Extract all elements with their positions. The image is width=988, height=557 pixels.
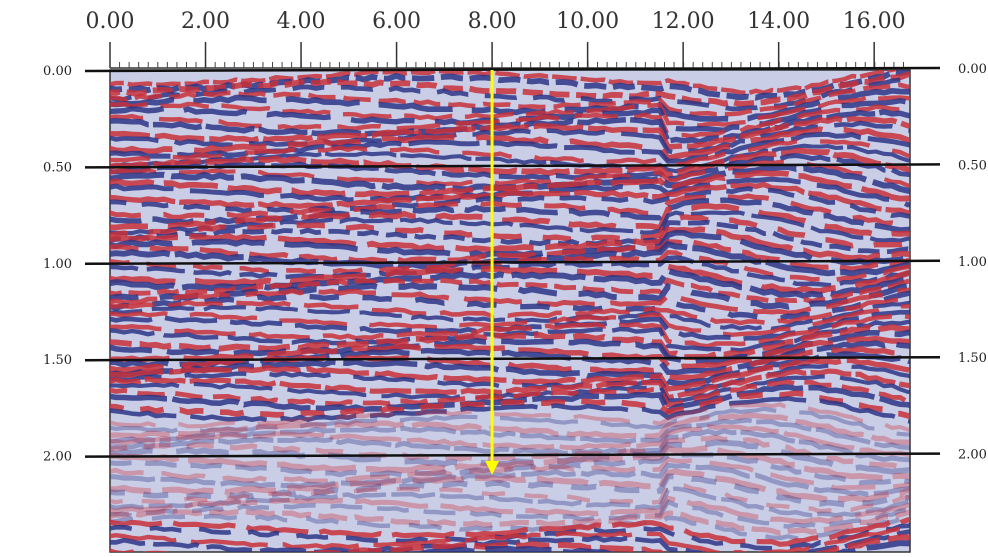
x-tick-label: 8.00: [468, 9, 517, 34]
radar-band: [110, 379, 910, 408]
radar-band: [110, 445, 910, 481]
radar-band: [110, 390, 910, 420]
x-tick-label: 14.00: [747, 9, 810, 34]
radar-band: [110, 170, 910, 202]
y-tick-label-right: 2.00: [958, 448, 987, 463]
radar-band: [110, 115, 910, 150]
radar-band: [110, 277, 910, 304]
radar-band: [110, 417, 910, 451]
x-tick-label: 16.00: [843, 9, 906, 34]
radar-band: [110, 468, 910, 504]
radar-band: [110, 287, 910, 316]
grid-line: [84, 163, 941, 169]
radar-band: [110, 368, 910, 401]
radar-band: [110, 402, 910, 433]
radar-band: [370, 540, 910, 552]
radar-band: [110, 71, 910, 108]
radar-band: [110, 267, 910, 299]
radar-band: [110, 94, 910, 128]
arrow-head: [485, 460, 500, 475]
x-tick-label: 6.00: [372, 9, 421, 34]
radar-band: [110, 104, 910, 139]
y-tick-label: 0.50: [43, 160, 72, 175]
radar-band: [110, 214, 910, 249]
radar-band: [110, 529, 910, 552]
radar-band: [110, 509, 910, 536]
radar-band: [110, 137, 910, 169]
radar-band: [110, 486, 910, 518]
radar-band: [110, 439, 910, 475]
radar-band: [110, 303, 910, 337]
radar-band: [110, 226, 910, 262]
grid-line: [84, 66, 941, 73]
radar-band: [110, 153, 910, 182]
radar-band: [110, 423, 910, 457]
radar-band: [110, 374, 910, 403]
radar-band: [110, 255, 910, 288]
radar-band: [110, 517, 910, 547]
x-tick-label: 4.00: [277, 9, 326, 34]
radar-band: [110, 295, 910, 327]
radar-band: [110, 462, 910, 497]
radar-band: [110, 192, 910, 228]
x-tick-label: 10.00: [556, 9, 619, 34]
radar-band: [110, 452, 910, 486]
radar-band: [110, 70, 910, 101]
radar-band: [110, 159, 910, 188]
y-tick-label-right: 0.50: [958, 158, 987, 173]
radar-band: [110, 482, 910, 514]
radar-band: [110, 210, 910, 243]
radar-band: [110, 396, 910, 424]
radar-band: [110, 319, 910, 353]
y-tick-label: 1.00: [43, 257, 72, 272]
radar-band: [110, 324, 910, 361]
radar-band: [110, 202, 910, 238]
x-tick-label: 2.00: [181, 9, 230, 34]
radar-band: [110, 126, 910, 162]
radar-band: [110, 240, 910, 277]
radar-band: [110, 239, 910, 272]
radar-band: [110, 186, 910, 219]
radar-band: [110, 406, 910, 437]
y-tick-label-right: 0.00: [958, 62, 987, 77]
y-tick-label-right: 1.50: [958, 351, 987, 366]
radar-band: [110, 428, 910, 463]
radar-band: [110, 513, 910, 541]
grid-line: [84, 452, 941, 458]
y-tick-label: 2.00: [43, 450, 72, 465]
x-tick-label: 0.00: [86, 9, 135, 34]
y-tick-label: 0.00: [43, 64, 72, 79]
radar-band: [110, 70, 902, 96]
radar-texture: [110, 70, 910, 552]
y-tick-label: 1.50: [43, 353, 72, 368]
grid-line: [84, 355, 941, 362]
radar-band: [110, 219, 910, 255]
grid-line: [84, 259, 941, 266]
radar-band: [110, 434, 910, 470]
radar-band: [110, 412, 910, 446]
radar-band: [110, 263, 910, 295]
radar-band: [110, 147, 910, 179]
radar-band: [110, 473, 910, 508]
radar-band: [110, 495, 910, 525]
radar-band: [110, 456, 910, 491]
radar-band: [110, 313, 910, 349]
y-tick-label-right: 1.00: [958, 255, 987, 270]
radar-band: [110, 82, 910, 117]
radar-band: [110, 181, 910, 216]
radar-band: [110, 335, 910, 371]
radar-band: [110, 525, 910, 552]
radar-band: [110, 357, 910, 392]
radar-band: [110, 282, 910, 311]
x-tick-label: 12.00: [652, 9, 715, 34]
